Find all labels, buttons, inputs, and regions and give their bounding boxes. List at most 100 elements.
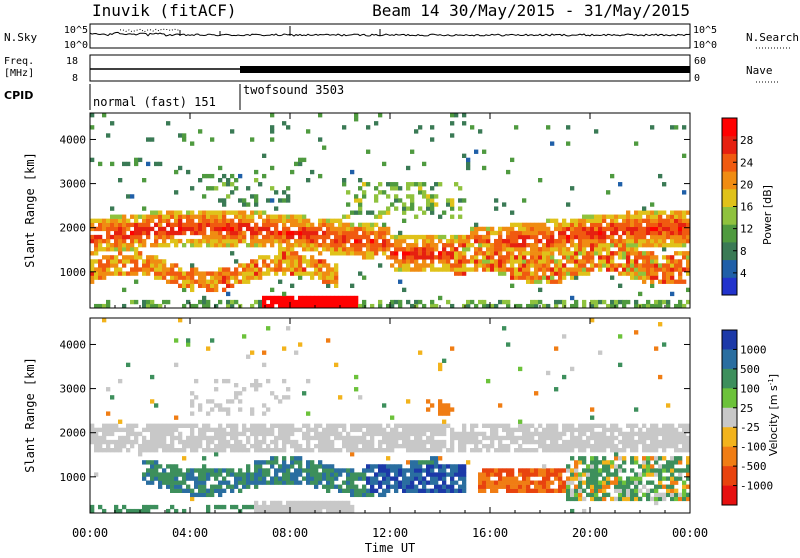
power-cell	[94, 226, 99, 232]
velocity-cell	[326, 423, 331, 428]
power-cell	[466, 165, 471, 171]
velocity-cell	[314, 443, 319, 449]
power-cell	[430, 137, 435, 142]
power-cell	[218, 275, 223, 280]
velocity-cell	[458, 431, 463, 437]
velocity-cell	[658, 374, 663, 380]
power-cell	[602, 230, 607, 236]
velocity-cell	[266, 326, 271, 331]
power-cell	[402, 255, 407, 260]
power-cell	[246, 214, 251, 219]
power-cell	[286, 263, 291, 268]
velocity-cell	[446, 484, 451, 489]
power-cell	[646, 238, 651, 244]
power-cell	[394, 198, 399, 203]
power-cell	[626, 218, 631, 223]
power-colorbar-step	[722, 153, 737, 172]
velocity-colorbar-label: Velocity [m s-1]	[767, 374, 780, 456]
power-cell	[182, 279, 187, 284]
velocity-cell	[618, 456, 623, 461]
power-cell	[234, 238, 239, 244]
velocity-cell	[158, 427, 163, 433]
power-cell	[646, 218, 651, 223]
power-cell	[238, 234, 243, 240]
power-cell	[286, 243, 291, 248]
power-cell	[186, 210, 191, 215]
power-cell	[418, 255, 423, 260]
power-cell	[686, 287, 691, 293]
power-cell	[618, 283, 623, 288]
velocity-cell	[514, 476, 519, 481]
power-cell	[598, 230, 603, 236]
velocity-cell	[526, 484, 531, 489]
power-cell	[406, 259, 411, 264]
power-cell	[682, 214, 687, 219]
power-cell	[534, 299, 539, 305]
power-cell	[206, 243, 211, 248]
power-cell	[110, 271, 115, 276]
power-cell	[134, 234, 139, 240]
velocity-cell	[270, 448, 275, 453]
velocity-cell	[154, 403, 159, 408]
velocity-cell	[186, 423, 191, 428]
velocity-cell	[130, 427, 135, 433]
velocity-cell	[270, 431, 275, 437]
power-cell	[666, 243, 671, 248]
velocity-cell	[326, 472, 331, 477]
velocity-cell	[390, 443, 395, 449]
velocity-cell	[106, 387, 111, 392]
power-cell	[190, 218, 195, 223]
velocity-cell	[418, 448, 423, 453]
velocity-cell	[262, 423, 267, 428]
velocity-cell	[334, 504, 339, 510]
power-cell	[134, 263, 139, 268]
power-cell	[274, 218, 279, 223]
power-cell	[114, 234, 119, 240]
power-cell	[658, 234, 663, 240]
velocity-cell	[482, 468, 487, 473]
velocity-cell	[294, 456, 299, 461]
power-cell	[246, 186, 251, 191]
power-cell	[362, 222, 367, 228]
power-cell	[670, 263, 675, 268]
velocity-cell	[566, 496, 571, 502]
power-cell	[254, 238, 259, 244]
velocity-cell	[358, 476, 363, 481]
power-cell	[150, 137, 155, 142]
power-cell	[290, 230, 295, 236]
velocity-cell	[290, 472, 295, 477]
power-cell	[346, 226, 351, 232]
power-cell	[522, 255, 527, 260]
power-cell	[662, 275, 667, 280]
power-cell	[314, 263, 319, 268]
velocity-cell	[102, 431, 107, 437]
velocity-cell	[202, 464, 207, 469]
power-cell	[326, 243, 331, 248]
power-cell	[334, 303, 339, 309]
power-cell	[458, 186, 463, 191]
power-cell	[330, 267, 335, 272]
velocity-cell	[254, 484, 259, 489]
power-cell	[322, 271, 327, 276]
velocity-cell	[582, 508, 587, 514]
power-cell	[154, 275, 159, 280]
velocity-cell	[314, 480, 319, 485]
velocity-cell	[178, 435, 183, 441]
power-cell	[102, 255, 107, 260]
velocity-cell	[254, 427, 259, 433]
velocity-cell	[118, 439, 123, 445]
power-cell	[402, 287, 407, 293]
velocity-cell	[506, 423, 511, 428]
velocity-cell	[110, 427, 115, 433]
power-cell	[642, 259, 647, 264]
velocity-cell	[130, 508, 135, 514]
velocity-cell	[470, 431, 475, 437]
velocity-cell	[490, 427, 495, 433]
velocity-cell	[570, 439, 575, 445]
velocity-cell	[486, 443, 491, 449]
velocity-cell	[390, 476, 395, 481]
power-cell	[442, 255, 447, 260]
velocity-cell	[510, 476, 515, 481]
velocity-cell	[430, 423, 435, 428]
power-cell	[642, 255, 647, 260]
